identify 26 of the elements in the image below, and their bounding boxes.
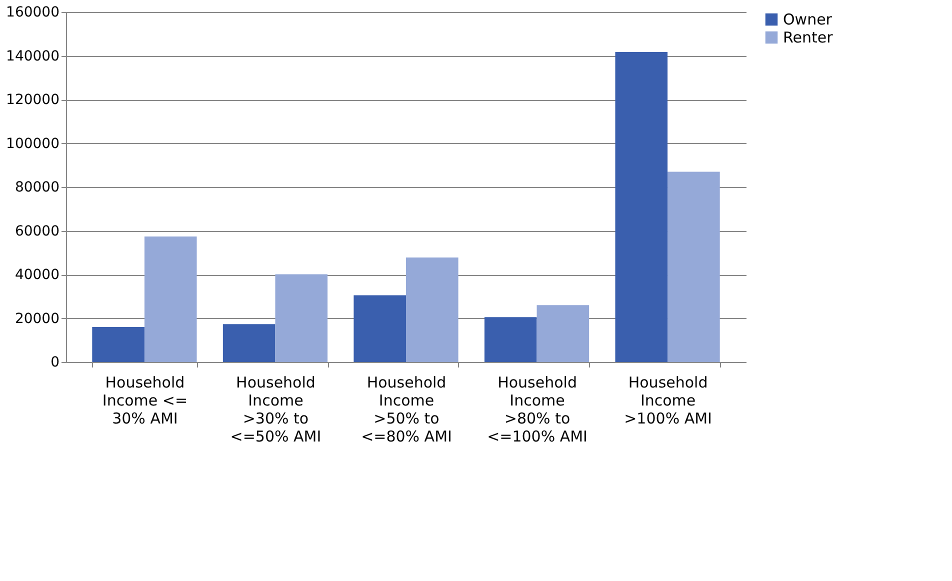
x-tick-label: Household Income >100% AMI [624,374,712,428]
bar [275,274,328,362]
legend-label: Renter [783,28,834,46]
bar [354,295,406,362]
x-tick-label: Household Income >80% to <=100% AMI [487,374,588,446]
y-tick-label: 40000 [14,267,60,283]
y-tick-label: 80000 [14,180,60,196]
x-tick-label: Household Income <= 30% AMI [102,374,188,428]
bar [668,172,720,362]
bar [222,324,276,362]
y-tick-label: 60000 [14,223,60,240]
y-tick-label: 140000 [6,48,60,64]
bar [144,236,197,362]
bar [92,327,144,362]
legend-label: Owner [783,10,833,28]
y-tick-label: 160000 [6,4,60,20]
x-tick-label: Household Income >50% to <=80% AMI [361,374,452,446]
y-tick-label: 0 [50,354,60,370]
x-tick-label: Household Income >30% to <=50% AMI [230,374,322,446]
y-tick-label: 20000 [14,310,60,327]
bar [406,257,458,362]
y-tick-label: 120000 [6,92,60,108]
bar [484,317,537,362]
bar [615,52,668,362]
bar [536,305,590,362]
y-tick-label: 100000 [6,136,60,152]
